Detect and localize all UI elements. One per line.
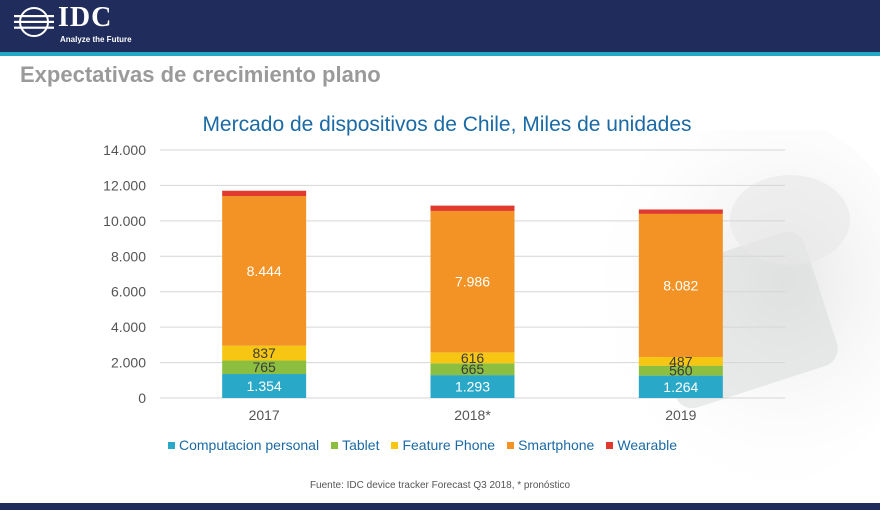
y-tick-label: 10.000 [103,213,146,229]
legend-swatch [391,441,399,449]
data-label: 765 [252,359,276,375]
legend-item: Smartphone [507,437,594,453]
bar-segment [638,375,723,398]
data-label: 487 [669,353,693,369]
y-tick-label: 12.000 [103,177,146,193]
data-label: 8.444 [247,263,282,279]
legend-label: Feature Phone [402,437,496,453]
legend-item: Tablet [331,437,379,453]
legend-swatch [168,441,175,449]
bar-segment [430,363,515,376]
data-label: 7.986 [455,274,490,290]
chart-title: Mercado de dispositivos de Chile, Miles … [202,113,691,136]
legend-swatch [331,441,339,449]
legend-item: Feature Phone [391,437,495,453]
bar-segment [638,365,723,376]
bar-segment [638,209,723,214]
legend-swatch [507,441,515,449]
x-axis-tick-labels: 2017 2018* 2019 [249,407,697,423]
footer-bar [0,503,880,510]
globe-logo-icon [14,7,54,37]
y-tick-label: 0 [138,390,146,406]
bar-segment [638,213,723,358]
data-label: 616 [461,350,485,366]
y-axis-tick-labels: 0 2.000 4.000 6.000 8.000 10.000 12.000 14.000 [103,142,146,406]
data-label: 665 [461,361,485,377]
y-tick-label: 2.000 [111,355,146,371]
bar-segment [430,352,515,364]
data-label: 8.082 [663,277,698,293]
legend-item: Computacion personal [168,437,319,453]
legend-item: Wearable [606,437,677,453]
bar-segment [430,210,515,353]
y-tick-label: 6.000 [111,284,146,300]
bar-segment [222,374,307,398]
x-tick-label: 2017 [249,407,280,423]
bar-segment [222,360,307,375]
bar-segment [430,205,515,211]
data-label: 1.293 [455,379,490,395]
x-tick-label: 2019 [665,407,696,423]
logo-tagline: Analyze the Future [60,35,132,44]
bar-segment [222,190,307,197]
bar-segment [222,345,307,361]
bar-segment [430,375,515,398]
y-tick-label: 4.000 [111,319,146,335]
data-label: 1.264 [663,379,698,395]
legend-label: Tablet [342,437,380,453]
bar-segment [638,357,723,366]
data-label: 560 [669,363,693,379]
legend-label: Computacion personal [179,437,320,453]
x-tick-label: 2018* [454,407,491,423]
legend-swatch [606,441,614,449]
header-stripe [0,52,880,56]
legend: Computacion personal Tablet Feature Phone S… [168,435,689,455]
header-bar: IDC Analyze the Future [0,0,880,52]
data-label: 837 [252,345,276,361]
logo-text: IDC [58,2,113,33]
data-label: 1.354 [247,378,282,394]
source-note: Fuente: IDC device tracker Forecast Q3 2… [309,480,571,491]
y-tick-label: 14.000 [103,142,146,158]
legend-label: Smartphone [518,437,595,453]
y-tick-label: 8.000 [111,248,146,264]
slide-title: Expectativas de crecimiento plano [20,62,381,87]
bar-segment [222,196,307,346]
legend-label: Wearable [617,437,678,453]
stacked-bar-chart: Mercado de dispositivos de Chile, Miles … [103,113,785,423]
